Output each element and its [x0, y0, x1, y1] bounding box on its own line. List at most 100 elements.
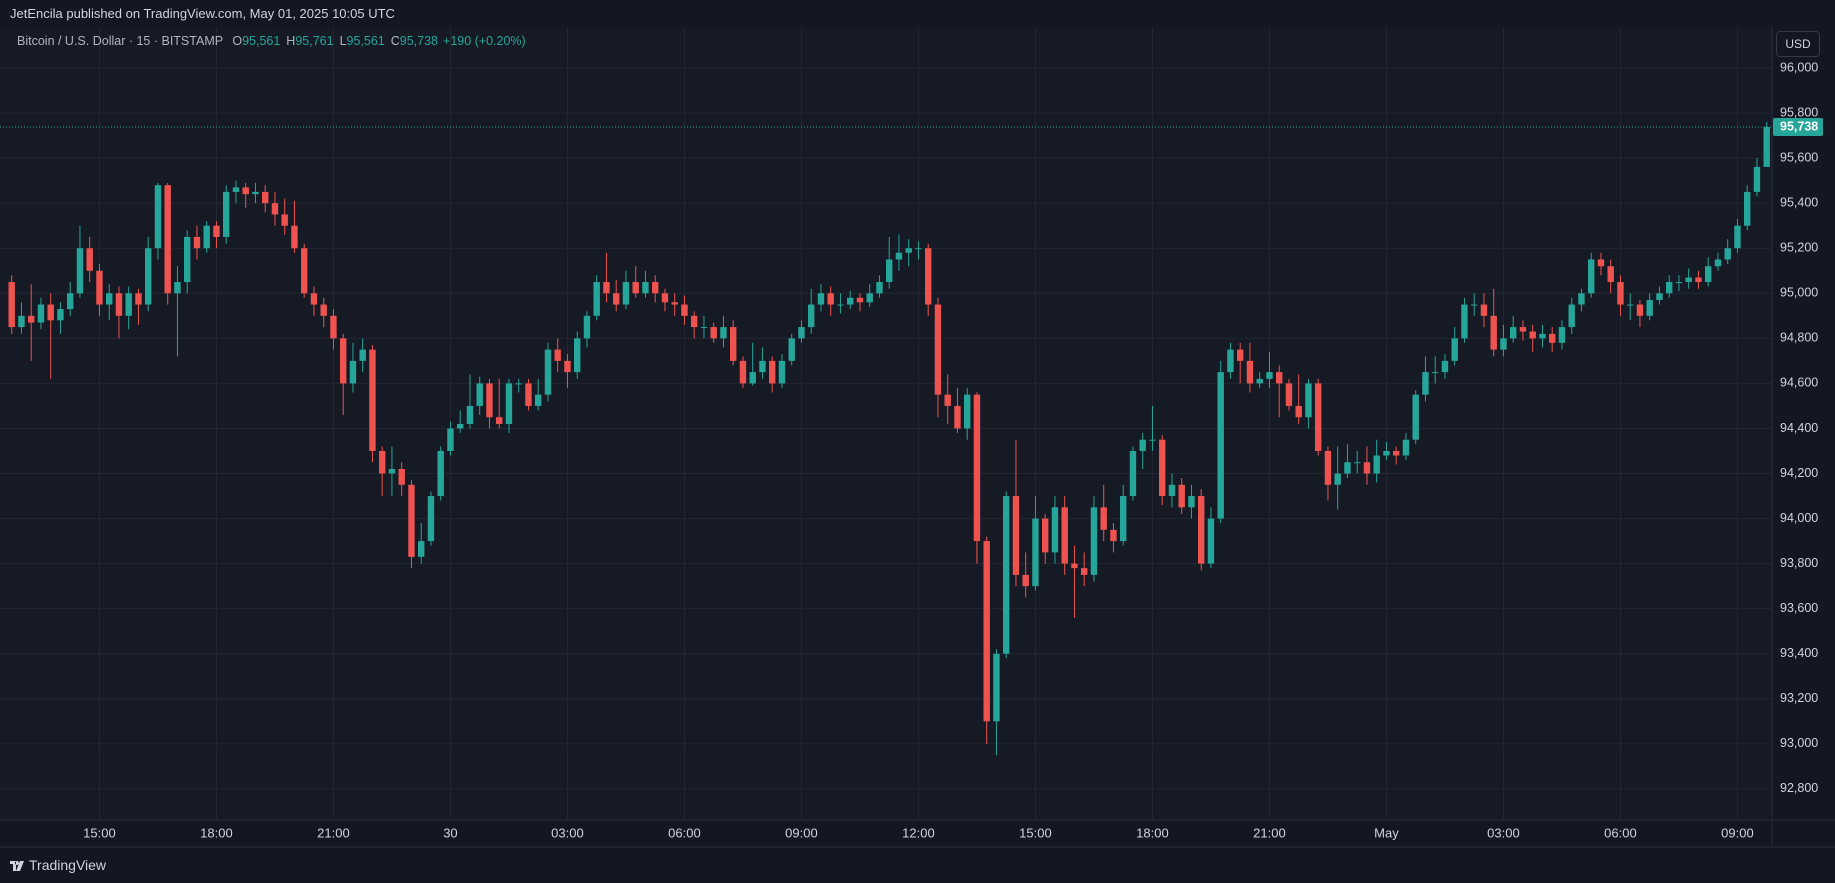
candle-body: [262, 191, 269, 204]
candle-body: [1061, 507, 1068, 564]
candle-body: [1100, 507, 1107, 530]
candle-body: [154, 185, 162, 249]
candle-body: [398, 469, 405, 485]
candle-body: [1227, 349, 1234, 373]
y-tick-label: 96,000: [1780, 60, 1818, 74]
candle-body: [1753, 166, 1761, 192]
candle-body: [1344, 462, 1351, 474]
candle-body: [1490, 315, 1497, 350]
candle-body: [1695, 277, 1702, 283]
candle-body: [1549, 333, 1556, 343]
candle-body: [1714, 259, 1722, 267]
brand-name: TradingView: [29, 857, 107, 873]
candle-body: [1588, 259, 1595, 294]
candle-body: [115, 293, 123, 316]
candle-body: [993, 653, 1000, 722]
currency-button[interactable]: USD: [1776, 31, 1820, 57]
candle-body: [135, 293, 142, 305]
candle-body: [1471, 304, 1478, 306]
candle-body: [544, 349, 552, 395]
candle-body: [1139, 439, 1146, 451]
symbol-legend: Bitcoin / U.S. Dollar · 15 · BITSTAMP O9…: [17, 34, 526, 48]
candle-body: [1363, 462, 1371, 474]
candle-body: [964, 394, 971, 429]
candle-body: [583, 315, 591, 339]
brand-logo: [10, 861, 24, 872]
y-tick-label: 94,000: [1780, 511, 1818, 525]
candle-body: [18, 315, 25, 328]
ohlc-key: H: [286, 34, 296, 48]
candle-body: [1724, 248, 1731, 260]
y-tick-label: 95,600: [1780, 150, 1818, 164]
candles: [8, 121, 1770, 756]
candle-body: [1597, 259, 1605, 267]
candle-body: [8, 282, 15, 328]
candle-body: [1412, 394, 1419, 440]
candle-body: [661, 293, 669, 303]
candle-body: [427, 496, 435, 542]
candle-body: [817, 293, 825, 305]
candle-body: [1168, 484, 1176, 497]
candle-body: [1198, 496, 1205, 564]
candle-body: [1402, 439, 1410, 456]
candle-body: [145, 248, 152, 305]
candle-body: [1539, 333, 1546, 339]
candle-body: [466, 405, 474, 424]
candle-body: [476, 383, 483, 406]
candle-body: [1266, 372, 1273, 379]
y-tick-label: 93,800: [1780, 556, 1818, 570]
candle-body: [379, 450, 386, 474]
candle-body: [739, 360, 747, 384]
candle-body: [359, 349, 366, 361]
x-tick-label: 09:00: [1721, 825, 1754, 840]
candle-body: [1188, 496, 1195, 508]
candle-body: [1617, 282, 1624, 305]
candle-body: [1295, 405, 1302, 418]
candle-body: [1178, 484, 1185, 508]
candle-body: [1120, 496, 1127, 542]
candle-body: [934, 304, 942, 395]
candle-body: [1685, 277, 1692, 283]
y-tick-label: 94,800: [1780, 331, 1818, 345]
candle-body: [388, 469, 396, 474]
candle-body: [1285, 383, 1293, 406]
candle-body: [895, 252, 903, 260]
candle-body: [37, 304, 45, 323]
candle-body: [310, 293, 318, 305]
candle-body: [447, 428, 454, 451]
candle-body: [223, 191, 230, 237]
y-tick-label: 95,400: [1780, 195, 1818, 209]
candle-body: [96, 270, 103, 305]
y-tick-label: 94,400: [1780, 421, 1818, 435]
candle-body: [925, 248, 932, 305]
candle-body: [915, 248, 922, 250]
y-tick-label: 93,400: [1780, 646, 1818, 660]
candle-body: [408, 484, 415, 557]
candle-body: [86, 248, 93, 271]
ohlc-key: L: [339, 34, 347, 48]
candle-body: [1081, 568, 1088, 575]
candle-body: [720, 327, 727, 339]
candle-body: [827, 293, 834, 305]
candle-body: [769, 360, 776, 384]
candle-body: [1705, 266, 1712, 283]
candle-body: [681, 304, 688, 316]
candle-body: [1237, 349, 1244, 361]
candle-body: [1666, 282, 1673, 294]
candle-body: [1129, 450, 1137, 497]
y-tick-label: 94,200: [1780, 466, 1818, 480]
candle-body: [1393, 450, 1400, 456]
candle-body: [1149, 439, 1156, 441]
candle-body: [847, 297, 854, 305]
x-tick-label: 09:00: [785, 825, 818, 840]
x-tick-label: May: [1374, 825, 1399, 840]
last-price-box: [1773, 118, 1823, 137]
publisher: JetEncila published on TradingView.com, …: [10, 6, 395, 21]
candle-body: [788, 338, 795, 361]
candle-body: [184, 236, 191, 283]
candle-body: [700, 327, 708, 329]
candle-body: [1422, 372, 1429, 395]
candle-body: [291, 225, 298, 249]
candle-body: [1022, 574, 1029, 587]
x-tick-label: 03:00: [551, 825, 584, 840]
